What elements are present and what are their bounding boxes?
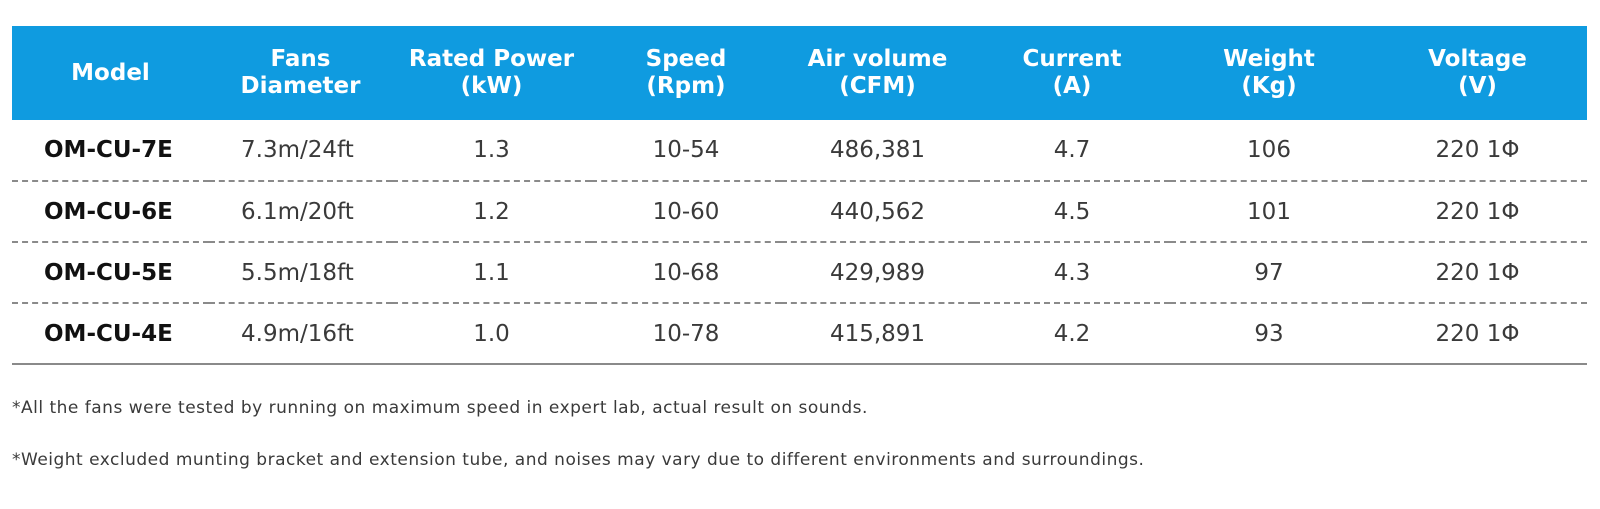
header-voltage-line-1: Voltage bbox=[1428, 46, 1527, 72]
header-rated-power-line-2: (kW) bbox=[460, 73, 523, 99]
cell-speed: 10-54 bbox=[591, 120, 781, 182]
footnote-testing: *All the fans were tested by running on … bbox=[12, 398, 868, 418]
cell-speed: 10-68 bbox=[591, 242, 781, 304]
header-air-volume-line-2: (CFM) bbox=[839, 73, 916, 99]
header-weight: Weight (Kg) bbox=[1170, 26, 1368, 120]
cell-fans-diameter: 5.5m/18ft bbox=[209, 242, 392, 304]
header-fans-diameter: Fans Diameter bbox=[209, 26, 392, 120]
header-speed-line-1: Speed bbox=[645, 46, 727, 72]
cell-air-volume: 429,989 bbox=[781, 242, 974, 304]
cell-current: 4.5 bbox=[974, 181, 1170, 243]
header-speed: Speed (Rpm) bbox=[591, 26, 781, 120]
cell-rated-power: 1.2 bbox=[392, 181, 591, 243]
cell-voltage: 220 1Φ bbox=[1368, 242, 1587, 304]
cell-fans-diameter: 6.1m/20ft bbox=[209, 181, 392, 243]
cell-model: OM-CU-5E bbox=[12, 242, 209, 304]
header-air-volume-line-1: Air volume bbox=[807, 46, 948, 72]
cell-rated-power: 1.1 bbox=[392, 242, 591, 304]
cell-weight: 106 bbox=[1170, 120, 1368, 182]
header-current: Current (A) bbox=[974, 26, 1170, 120]
cell-current: 4.3 bbox=[974, 242, 1170, 304]
cell-weight: 93 bbox=[1170, 303, 1368, 365]
header-weight-line-1: Weight bbox=[1223, 46, 1315, 72]
table-header-row: Model Fans Diameter Rated Power (kW) Spe… bbox=[12, 26, 1587, 120]
header-model: Model bbox=[12, 26, 209, 120]
header-fans-diameter-line-1: Fans bbox=[270, 46, 331, 72]
table-row: OM-CU-7E 7.3m/24ft 1.3 10-54 486,381 4.7… bbox=[12, 120, 1587, 182]
cell-air-volume: 415,891 bbox=[781, 303, 974, 365]
cell-speed: 10-60 bbox=[591, 181, 781, 243]
header-fans-diameter-line-2: Diameter bbox=[240, 73, 361, 99]
cell-air-volume: 440,562 bbox=[781, 181, 974, 243]
cell-rated-power: 1.3 bbox=[392, 120, 591, 182]
header-weight-line-2: (Kg) bbox=[1241, 73, 1297, 99]
cell-weight: 101 bbox=[1170, 181, 1368, 243]
header-current-line-2: (A) bbox=[1052, 73, 1092, 99]
header-rated-power: Rated Power (kW) bbox=[392, 26, 591, 120]
table-row: OM-CU-6E 6.1m/20ft 1.2 10-60 440,562 4.5… bbox=[12, 181, 1587, 243]
cell-fans-diameter: 7.3m/24ft bbox=[209, 120, 392, 182]
cell-speed: 10-78 bbox=[591, 303, 781, 365]
header-model-line-1: Model bbox=[71, 59, 150, 86]
footnote-weight: *Weight excluded munting bracket and ext… bbox=[12, 450, 1145, 470]
cell-current: 4.2 bbox=[974, 303, 1170, 365]
cell-weight: 97 bbox=[1170, 242, 1368, 304]
fan-specs-table: Model Fans Diameter Rated Power (kW) Spe… bbox=[12, 26, 1587, 365]
header-voltage: Voltage (V) bbox=[1368, 26, 1587, 120]
table-row: OM-CU-4E 4.9m/16ft 1.0 10-78 415,891 4.2… bbox=[12, 303, 1587, 365]
header-air-volume: Air volume (CFM) bbox=[781, 26, 974, 120]
cell-model: OM-CU-4E bbox=[12, 303, 209, 365]
cell-fans-diameter: 4.9m/16ft bbox=[209, 303, 392, 365]
cell-voltage: 220 1Φ bbox=[1368, 120, 1587, 182]
cell-model: OM-CU-6E bbox=[12, 181, 209, 243]
cell-current: 4.7 bbox=[974, 120, 1170, 182]
cell-voltage: 220 1Φ bbox=[1368, 303, 1587, 365]
cell-air-volume: 486,381 bbox=[781, 120, 974, 182]
table-row: OM-CU-5E 5.5m/18ft 1.1 10-68 429,989 4.3… bbox=[12, 242, 1587, 304]
header-speed-line-2: (Rpm) bbox=[646, 73, 726, 99]
cell-rated-power: 1.0 bbox=[392, 303, 591, 365]
header-rated-power-line-1: Rated Power bbox=[408, 46, 575, 72]
header-voltage-line-2: (V) bbox=[1458, 73, 1497, 99]
header-current-line-1: Current bbox=[1022, 46, 1122, 72]
cell-voltage: 220 1Φ bbox=[1368, 181, 1587, 243]
cell-model: OM-CU-7E bbox=[12, 120, 209, 182]
